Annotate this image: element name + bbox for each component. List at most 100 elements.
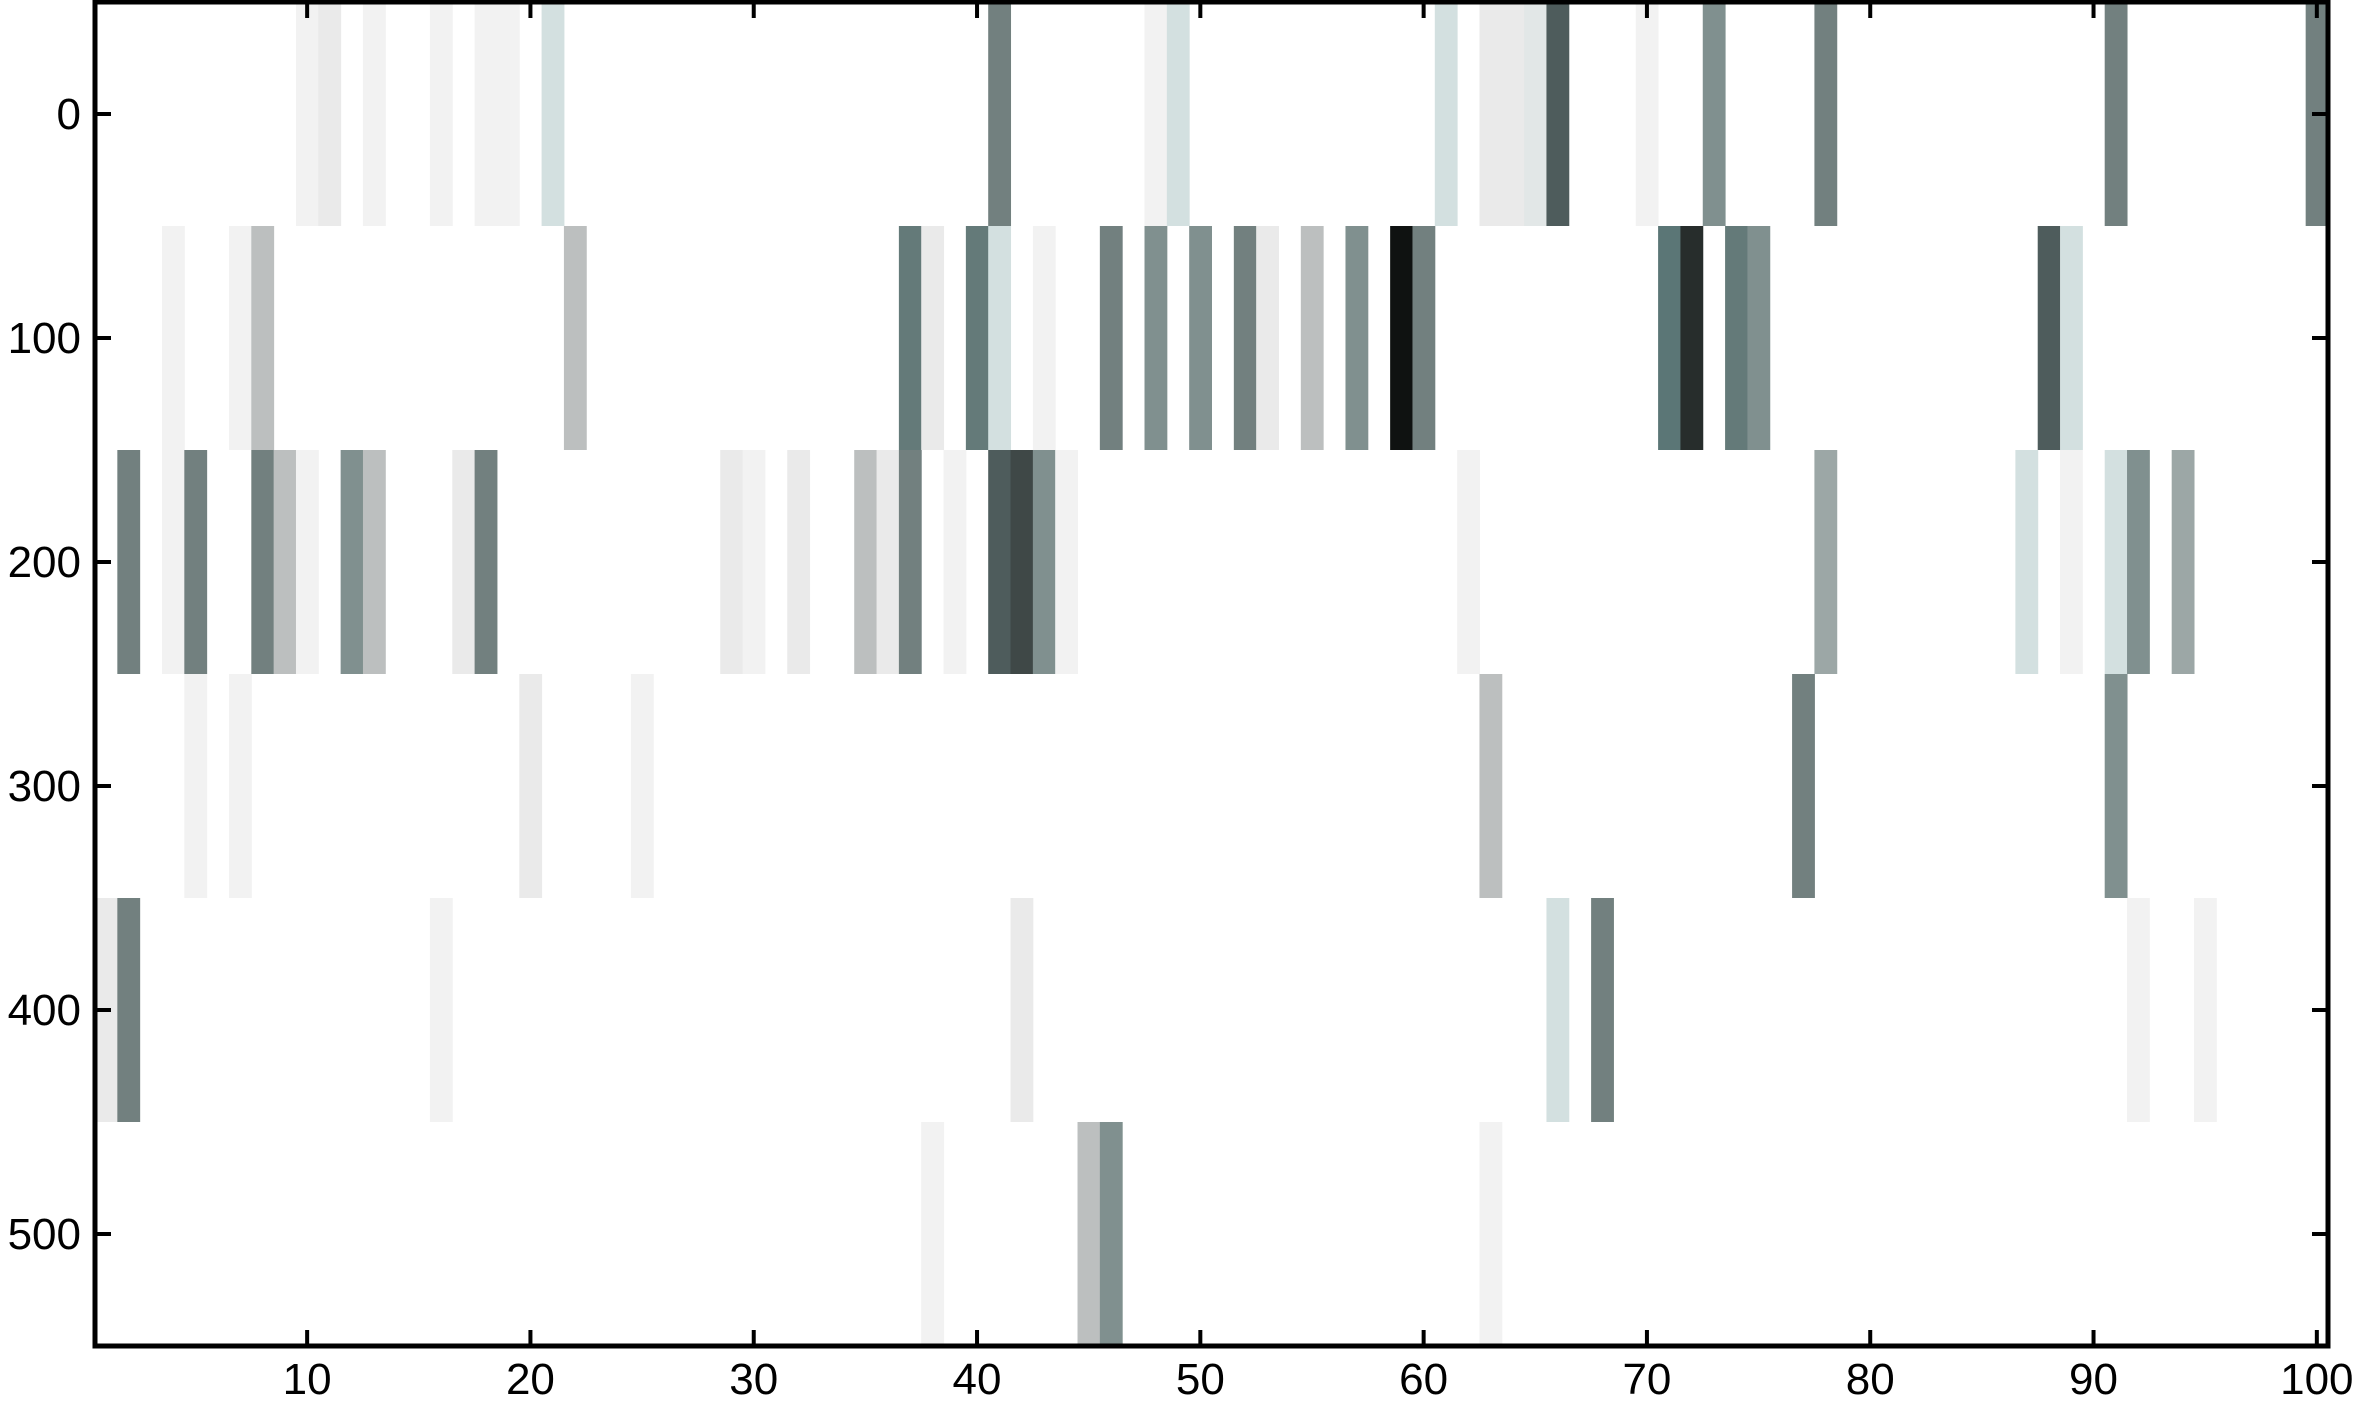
heatmap-cell [228,674,252,898]
heatmap-cell [1010,450,1034,674]
heatmap-cell [965,226,989,450]
heatmap-cell [2127,450,2150,674]
heatmap-cell [1479,2,1503,226]
heatmap-cell [452,450,476,674]
x-tick-label: 50 [1176,1355,1225,1404]
heatmap-cell [787,450,811,674]
heatmap-cell [362,450,386,674]
heatmap-cell [519,674,543,898]
y-tick-label: 100 [8,314,81,363]
heatmap-cell [988,226,1012,450]
heatmap-cell [117,898,141,1122]
heatmap-cell [318,2,342,226]
heatmap-cell [117,450,141,674]
heatmap-cell [1300,226,1324,450]
x-tick-label: 80 [1846,1355,1895,1404]
heatmap-cell [474,2,498,226]
heatmap-cell [1814,2,1838,226]
heatmap-cell [273,450,297,674]
heatmap-cell [1077,1122,1101,1346]
heatmap-cell [988,2,1012,226]
heatmap-cell [876,450,900,674]
heatmap-cell [921,1122,945,1346]
heatmap-cell [1032,450,1056,674]
heatmap-cell [1591,898,1614,1122]
x-tick-label: 100 [2280,1355,2353,1404]
heatmap-cell [2104,674,2128,898]
heatmap-cell [1680,226,1704,450]
x-tick-label: 10 [283,1355,332,1404]
plot-frame [92,0,2331,1349]
heatmap-cell [1479,1122,1503,1346]
heatmap-cell [1189,226,1212,450]
heatmap-cell [921,226,945,450]
axis-ticks [95,2,2328,1346]
heatmap-cell [1434,2,1458,226]
heatmap-cell [184,674,208,898]
heatmap-cell [943,450,967,674]
x-tick-label: 70 [1622,1355,1671,1404]
heatmap-cell [1256,226,1279,450]
heatmap-cell [1725,226,1748,450]
heatmap-cell [1457,450,1480,674]
heatmap-cell [1747,226,1771,450]
x-tick-label: 30 [729,1355,778,1404]
heatmap-cell [1055,450,1079,674]
heatmap-cell [496,2,520,226]
heatmap-cell [720,450,744,674]
heatmap-cell [1144,226,1168,450]
heatmap-cell [1546,898,1570,1122]
y-tick-label: 500 [8,1210,81,1259]
heatmap-cell [541,2,565,226]
heatmap-cell [295,2,319,226]
heatmap-cell [184,450,208,674]
heatmap-cell [2037,226,2061,450]
y-tick-label: 300 [8,762,81,811]
heatmap-cell [1166,2,1190,226]
x-tick-label: 90 [2069,1355,2118,1404]
x-tick-label: 60 [1399,1355,1448,1404]
heatmap-cell [1635,2,1659,226]
heatmap-cell [2171,450,2195,674]
heatmap-cell [2060,226,2083,450]
y-tick-label: 200 [8,538,81,587]
heatmap-cell [2194,898,2217,1122]
x-tick-label: 20 [506,1355,555,1404]
heatmap-cell [2104,450,2128,674]
heatmap-cell [429,898,453,1122]
heatmap-cell [854,450,878,674]
heatmap-cell [1792,674,1815,898]
heatmap-cell [2104,2,2128,226]
heatmap-cell [2060,450,2083,674]
heatmap-cell [1099,226,1123,450]
heatmap-cell [1233,226,1257,450]
heatmap-cell [898,226,922,450]
heatmap-cell [161,226,185,450]
heatmap-cell [1658,226,1681,450]
heatmap-cell [1010,898,1034,1122]
heatmap-cell [1702,2,1726,226]
heatmap-cell [228,226,252,450]
heatmap-cell [251,226,275,450]
heatmap-cell [1412,226,1436,450]
heatmap-cell [1814,450,1838,674]
heatmap-cell [1099,1122,1123,1346]
heatmap-cell [1390,226,1413,450]
heatmap-cell [563,226,587,450]
y-tick-label: 0 [57,90,81,139]
x-tick-label: 40 [953,1355,1002,1404]
heatmap-cell [474,450,498,674]
heatmap-cell [340,450,364,674]
heatmap-cell [1032,226,1056,450]
heatmap-cell [1345,226,1369,450]
heatmap-cell [295,450,319,674]
y-tick-label: 400 [8,986,81,1035]
heatmap-cells [95,2,2329,1346]
x-tick-labels: 10 20 30 40 50 60 70 80 90 100 [283,1355,2354,1404]
heatmap-cell [2015,450,2039,674]
heatmap-cell [2127,898,2150,1122]
heatmap-cell [630,674,654,898]
heatmap-cell [988,450,1012,674]
heatmap-cell [898,450,922,674]
